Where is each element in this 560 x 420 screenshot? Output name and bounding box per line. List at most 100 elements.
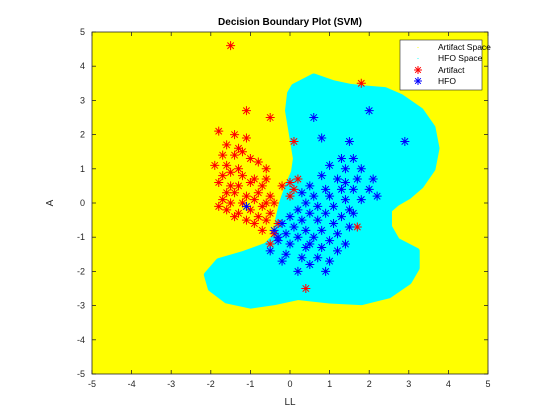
hfo-point <box>321 209 330 218</box>
artifact-point <box>250 195 259 204</box>
legend-star-artifact <box>414 66 422 74</box>
hfo-point <box>329 219 338 228</box>
hfo-point <box>305 209 314 218</box>
y-tick-label: 0 <box>80 198 85 208</box>
x-tick-label: 2 <box>367 379 372 389</box>
artifact-point <box>357 79 366 88</box>
artifact-point <box>230 212 239 221</box>
hfo-point <box>317 171 326 180</box>
y-tick-label: 5 <box>80 27 85 37</box>
artifact-point <box>293 175 302 184</box>
hfo-point <box>297 216 306 225</box>
hfo-point <box>341 195 350 204</box>
hfo-point <box>317 134 326 143</box>
artifact-point <box>262 164 271 173</box>
hfo-point <box>349 209 358 218</box>
x-axis-label: LL <box>284 397 296 408</box>
hfo-point <box>333 229 342 238</box>
artifact-point <box>266 209 275 218</box>
x-tick-label: -2 <box>207 379 215 389</box>
artifact-point <box>222 188 231 197</box>
artifact-point <box>286 178 295 187</box>
artifact-point <box>234 181 243 190</box>
hfo-point <box>293 233 302 242</box>
hfo-point <box>349 185 358 194</box>
artifact-point <box>238 147 247 156</box>
legend-label-artifact-space: Artifact Space <box>438 42 491 52</box>
artifact-point <box>222 140 231 149</box>
hfo-point <box>305 240 314 249</box>
y-tick-label: -1 <box>77 232 85 242</box>
artifact-point <box>226 181 235 190</box>
hfo-point <box>321 267 330 276</box>
hfo-point <box>309 192 318 201</box>
artifact-point <box>289 185 298 194</box>
x-tick-label: 5 <box>485 379 490 389</box>
hfo-point <box>341 164 350 173</box>
hfo-point <box>345 137 354 146</box>
hfo-point <box>313 253 322 262</box>
artifact-point <box>266 113 275 122</box>
hfo-point <box>282 250 291 259</box>
hfo-point <box>341 178 350 187</box>
legend-label-artifact: Artifact <box>438 65 465 75</box>
artifact-point <box>238 171 247 180</box>
hfo-point <box>357 164 366 173</box>
artifact-point <box>258 226 267 235</box>
x-tick-label: 1 <box>327 379 332 389</box>
hfo-point <box>369 175 378 184</box>
hfo-point <box>301 226 310 235</box>
y-tick-label: -4 <box>77 335 85 345</box>
legend-label-hfo: HFO <box>438 76 456 86</box>
hfo-point <box>337 154 346 163</box>
artifact-point <box>230 188 239 197</box>
x-tick-label: -3 <box>167 379 175 389</box>
legend-label-hfo-space: HFO Space <box>438 53 483 63</box>
artifact-point <box>353 222 362 231</box>
chart-title: Decision Boundary Plot (SVM) <box>218 17 362 28</box>
hfo-point <box>274 233 283 242</box>
hfo-point <box>313 216 322 225</box>
hfo-point <box>309 233 318 242</box>
artifact-point <box>230 130 239 139</box>
artifact-point <box>262 216 271 225</box>
artifact-point <box>218 195 227 204</box>
hfo-point <box>345 222 354 231</box>
hfo-point <box>337 212 346 221</box>
artifact-point <box>278 181 287 190</box>
y-tick-label: -2 <box>77 266 85 276</box>
hfo-point <box>317 226 326 235</box>
artifact-point <box>246 154 255 163</box>
hfo-point <box>357 195 366 204</box>
legend-marker-artifact <box>414 66 422 74</box>
artifact-point <box>242 106 251 115</box>
artifact-point <box>258 181 267 190</box>
artifact-point <box>246 178 255 187</box>
artifact-point <box>214 202 223 211</box>
hfo-point <box>365 106 374 115</box>
hfo-point <box>353 175 362 184</box>
hfo-point <box>337 185 346 194</box>
legend-marker-hfo-space: · <box>417 53 420 63</box>
artifact-point <box>226 199 235 208</box>
hfo-point <box>400 137 409 146</box>
artifact-point <box>218 171 227 180</box>
artifact-point <box>250 219 259 228</box>
hfo-point <box>305 181 314 190</box>
artifact-point <box>234 164 243 173</box>
hfo-point <box>278 219 287 228</box>
artifact-point <box>226 41 235 50</box>
hfo-point <box>266 246 275 255</box>
artifact-point <box>242 134 251 143</box>
artifact-point <box>226 168 235 177</box>
hfo-point <box>325 257 334 266</box>
artifact-point <box>254 157 263 166</box>
hfo-point <box>341 240 350 249</box>
artifact-point <box>254 188 263 197</box>
artifact-point <box>301 284 310 293</box>
hfo-point <box>365 185 374 194</box>
hfo-point <box>309 113 318 122</box>
x-tick-label: -1 <box>246 379 254 389</box>
x-tick-label: 3 <box>406 379 411 389</box>
hfo-point <box>349 154 358 163</box>
